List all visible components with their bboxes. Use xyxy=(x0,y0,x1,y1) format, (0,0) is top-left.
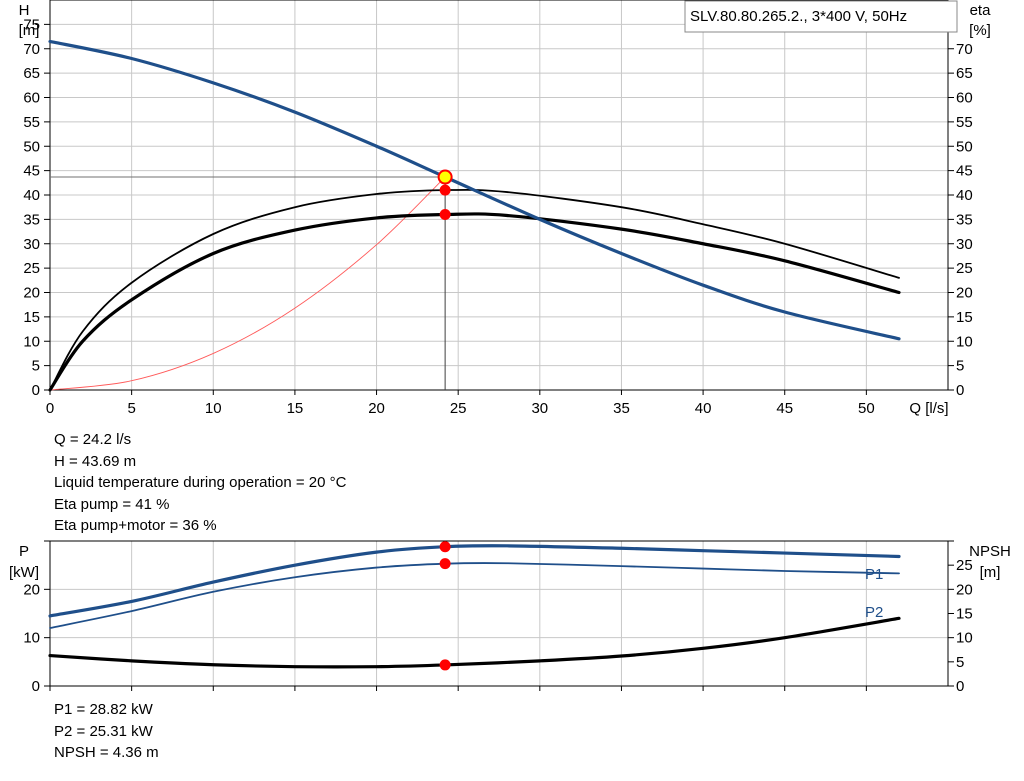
p2-marker xyxy=(439,558,451,570)
info-flow: Q = 24.2 l/s xyxy=(54,431,132,448)
y-tick-label: 5 xyxy=(32,358,40,375)
y2-tick-label: 0 xyxy=(956,382,964,399)
y2-tick-label: 60 xyxy=(956,90,973,107)
info-p2: P2 = 25.31 kW xyxy=(54,722,153,740)
y2-tick-label: 50 xyxy=(956,138,973,155)
y2-tick-label: 35 xyxy=(956,211,973,228)
y2-tick-label: 15 xyxy=(956,606,973,623)
x-tick-label: 45 xyxy=(776,400,793,417)
y-tick-label: 55 xyxy=(23,114,40,131)
x-tick-label: 5 xyxy=(127,400,135,417)
system-curve xyxy=(49,176,446,391)
eta-total-marker xyxy=(439,209,451,220)
top-ticks: 0 5 10 15 20 25 30 35 40 45 5005101520253035404550… xyxy=(23,16,972,417)
x-tick-label: 20 xyxy=(368,400,385,417)
eta-pump-curve xyxy=(49,188,900,391)
y-tick-label: 70 xyxy=(23,41,40,58)
y-axis-unit-h: [m] xyxy=(19,22,40,39)
y2-tick-label: 45 xyxy=(956,163,973,180)
x-tick-label: 10 xyxy=(205,400,222,417)
operating-point-marker xyxy=(437,169,453,185)
y-tick-label: 25 xyxy=(23,260,40,277)
y2-tick-label: 10 xyxy=(956,630,973,647)
info-p1: P1 = 28.82 kW xyxy=(54,701,153,718)
y-tick-label: 15 xyxy=(23,309,40,326)
info-npsh: NPSH = 4.36 m xyxy=(54,744,159,761)
x-tick-label: 35 xyxy=(613,400,630,417)
x-tick-label: 0 xyxy=(46,400,54,417)
y2-tick-label: 0 xyxy=(956,678,964,695)
y2-tick-label: 20 xyxy=(956,285,973,302)
series-label-p2: P2 xyxy=(865,604,883,621)
bottom-ticks: 0 10 20 0 5 10 15 20 25 xyxy=(23,540,973,695)
x-tick-label: 25 xyxy=(450,400,467,417)
npsh-curve xyxy=(48,616,901,669)
title-box xyxy=(684,0,958,33)
y2-tick-label: 70 xyxy=(956,41,973,58)
bottom-series xyxy=(48,541,901,671)
y2-tick-label: 25 xyxy=(956,260,973,277)
y-tick-label: 35 xyxy=(23,211,40,228)
eta-pump-marker xyxy=(439,184,451,196)
info-eta-total: Eta pump+motor = 36 % xyxy=(54,517,217,534)
y2-axis-unit-eta: [%] xyxy=(969,22,991,39)
y2-tick-label: 5 xyxy=(956,358,964,375)
y-tick-label: 0 xyxy=(32,678,40,695)
y2-tick-label: 55 xyxy=(956,114,973,131)
y2-axis-unit-npsh: [m] xyxy=(980,564,1001,581)
y-tick-label: 10 xyxy=(23,333,40,350)
y-tick-label: 60 xyxy=(23,90,40,107)
info-eta-pump: Eta pump = 41 % xyxy=(54,495,170,513)
y-axis-unit-p: [kW] xyxy=(9,564,39,581)
power-info: P1 = 28.82 kW P2 = 25.31 kW NPSH = 4.36 … xyxy=(54,699,159,764)
y-axis-label-h: H xyxy=(19,2,30,19)
info-temperature: Liquid temperature during operation = 20… xyxy=(54,474,347,491)
y-tick-label: 65 xyxy=(23,65,40,82)
y2-tick-label: 65 xyxy=(956,65,973,82)
x-axis-label: Q [l/s] xyxy=(909,400,948,417)
y-tick-label: 45 xyxy=(23,163,40,180)
y2-tick-label: 5 xyxy=(956,654,964,671)
y-tick-label: 10 xyxy=(23,630,40,647)
y2-axis-label-eta: eta xyxy=(970,2,992,19)
x-tick-label: 40 xyxy=(695,400,712,417)
series-label-p1: P1 xyxy=(865,566,883,583)
top-grid xyxy=(49,0,948,391)
y-tick-label: 40 xyxy=(23,187,40,204)
operating-point-info: Q = 24.2 l/s H = 43.69 m Liquid temperat… xyxy=(54,429,346,537)
y-tick-label: 30 xyxy=(23,236,40,253)
p1-curve xyxy=(48,544,901,618)
head-curve xyxy=(48,39,901,341)
y-tick-label: 50 xyxy=(23,138,40,155)
x-tick-label: 30 xyxy=(531,400,548,417)
y2-tick-label: 40 xyxy=(956,187,973,204)
p2-curve xyxy=(49,562,900,629)
y2-tick-label: 10 xyxy=(956,333,973,350)
y2-tick-label: 30 xyxy=(956,236,973,253)
bottom-chart: 0 10 20 0 5 10 15 20 25 P [kW] NPSH [m] P1 P2 xyxy=(9,540,1011,695)
y-tick-label: 0 xyxy=(32,382,40,399)
y-axis-label-p: P xyxy=(19,543,29,560)
x-tick-label: 50 xyxy=(858,400,875,417)
top-chart: 0 5 10 15 20 25 30 35 40 45 5005101520253035404550… xyxy=(19,0,992,417)
y2-tick-label: 15 xyxy=(956,309,973,326)
eta-total-curve xyxy=(48,212,901,392)
x-tick-label: 15 xyxy=(287,400,304,417)
p1-marker xyxy=(439,541,451,553)
y2-axis-label-npsh: NPSH xyxy=(969,543,1011,560)
npsh-marker xyxy=(439,659,451,671)
y-tick-label: 75 xyxy=(23,16,40,33)
chart-title: SLV.80.80.265.2., 3*400 V, 50Hz xyxy=(690,8,907,25)
y2-tick-label: 25 xyxy=(956,557,973,574)
y-tick-label: 20 xyxy=(23,285,40,302)
y-tick-label: 20 xyxy=(23,581,40,598)
top-series xyxy=(48,39,901,392)
info-head: H = 43.69 m xyxy=(54,452,137,470)
y2-tick-label: 20 xyxy=(956,581,973,598)
